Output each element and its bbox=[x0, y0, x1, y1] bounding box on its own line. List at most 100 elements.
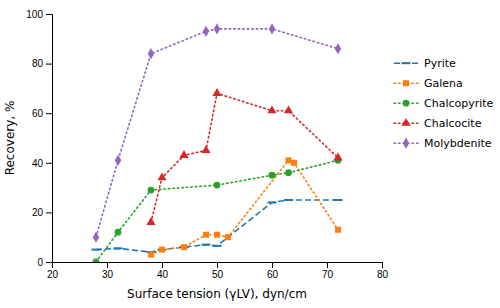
marker-group bbox=[269, 172, 276, 179]
point bbox=[115, 229, 122, 236]
point bbox=[148, 187, 155, 194]
point bbox=[203, 232, 209, 238]
tick-label: 100 bbox=[26, 9, 43, 20]
legend-symbol bbox=[403, 100, 410, 107]
legend-symbol bbox=[401, 118, 410, 126]
point bbox=[146, 217, 155, 225]
point bbox=[291, 160, 297, 166]
point bbox=[203, 26, 209, 37]
series bbox=[93, 157, 342, 262]
tick-label: 40 bbox=[32, 158, 44, 169]
marker-group bbox=[214, 23, 220, 34]
marker-group bbox=[115, 155, 121, 166]
series-line bbox=[151, 160, 338, 254]
point bbox=[115, 155, 121, 166]
point bbox=[93, 232, 99, 243]
marker-group bbox=[286, 157, 292, 163]
marker-group bbox=[148, 48, 154, 59]
point bbox=[267, 105, 276, 113]
point bbox=[202, 244, 211, 246]
tick-label: 40 bbox=[157, 269, 169, 280]
series bbox=[146, 88, 342, 225]
marker-group bbox=[179, 150, 188, 158]
marker-group bbox=[212, 88, 221, 96]
y-tick: 60 bbox=[32, 108, 52, 119]
legend: PyriteGalenaChalcopyriteChalcociteMolybd… bbox=[394, 57, 494, 150]
x-tick: 80 bbox=[377, 262, 389, 280]
legend-label: Pyrite bbox=[424, 57, 456, 70]
marker-group bbox=[214, 232, 220, 238]
tick-mark bbox=[272, 262, 273, 268]
tick-label: 0 bbox=[37, 257, 43, 268]
marker-group bbox=[284, 105, 293, 113]
marker-group bbox=[203, 26, 209, 37]
tick-mark bbox=[46, 64, 52, 65]
tick-label: 60 bbox=[267, 269, 279, 280]
marker-group bbox=[334, 200, 343, 201]
marker-group bbox=[335, 227, 341, 233]
y-axis-title: Recovery, % bbox=[3, 101, 17, 176]
marker-group bbox=[291, 160, 297, 166]
tick-label: 70 bbox=[322, 269, 334, 280]
marker-group bbox=[93, 232, 99, 243]
marker-group bbox=[333, 153, 342, 161]
marker-group bbox=[148, 252, 154, 258]
tick-label: 30 bbox=[102, 269, 114, 280]
y-tick: 80 bbox=[32, 58, 52, 69]
point bbox=[214, 182, 221, 189]
point bbox=[335, 43, 341, 54]
marker-group bbox=[181, 244, 187, 250]
tick-label: 80 bbox=[32, 58, 44, 69]
marker-group bbox=[225, 234, 231, 240]
point bbox=[148, 48, 154, 59]
axis-line bbox=[53, 263, 383, 269]
tick-label: 20 bbox=[47, 269, 59, 280]
marker-group bbox=[284, 200, 293, 201]
tick-mark bbox=[46, 163, 52, 164]
legend-marker bbox=[403, 80, 409, 86]
x-tick: 60 bbox=[267, 262, 279, 280]
point bbox=[212, 88, 221, 96]
series bbox=[148, 157, 341, 257]
x-axis: 20 30 40 50 60 70 80 bbox=[47, 262, 389, 280]
point bbox=[213, 245, 222, 247]
x-tick: 70 bbox=[322, 262, 334, 280]
series bbox=[92, 200, 343, 252]
legend-label: Molybdenite bbox=[424, 137, 492, 150]
marker-group bbox=[285, 169, 292, 176]
series-line bbox=[96, 200, 338, 252]
y-tick: 0 bbox=[37, 257, 52, 268]
point bbox=[333, 153, 342, 161]
legend-marker bbox=[401, 118, 410, 126]
x-tick: 40 bbox=[157, 262, 169, 280]
point bbox=[201, 145, 210, 153]
tick-mark bbox=[382, 262, 383, 268]
series-line bbox=[151, 93, 338, 222]
tick-label: 20 bbox=[32, 207, 44, 218]
legend-label: Chalcocite bbox=[424, 117, 482, 130]
legend-marker bbox=[403, 138, 409, 149]
point bbox=[114, 247, 123, 249]
point bbox=[285, 169, 292, 176]
y-tick: 100 bbox=[26, 9, 52, 20]
series-line bbox=[96, 160, 338, 262]
marker-group bbox=[148, 187, 155, 194]
x-tick: 50 bbox=[212, 262, 224, 280]
point bbox=[335, 227, 341, 233]
series bbox=[93, 23, 341, 242]
point bbox=[157, 172, 166, 180]
point bbox=[334, 199, 343, 201]
point bbox=[284, 199, 293, 201]
marker-group bbox=[146, 217, 155, 225]
series-line bbox=[96, 29, 338, 237]
legend-item: Chalcopyrite bbox=[394, 97, 494, 110]
marker-group bbox=[202, 244, 211, 245]
marker-group bbox=[157, 172, 166, 180]
tick-mark bbox=[162, 262, 163, 268]
point bbox=[269, 172, 276, 179]
tick-label: 80 bbox=[377, 269, 389, 280]
point bbox=[225, 234, 231, 240]
point bbox=[148, 252, 154, 258]
marker-group bbox=[213, 245, 222, 246]
y-tick: 20 bbox=[32, 207, 52, 218]
